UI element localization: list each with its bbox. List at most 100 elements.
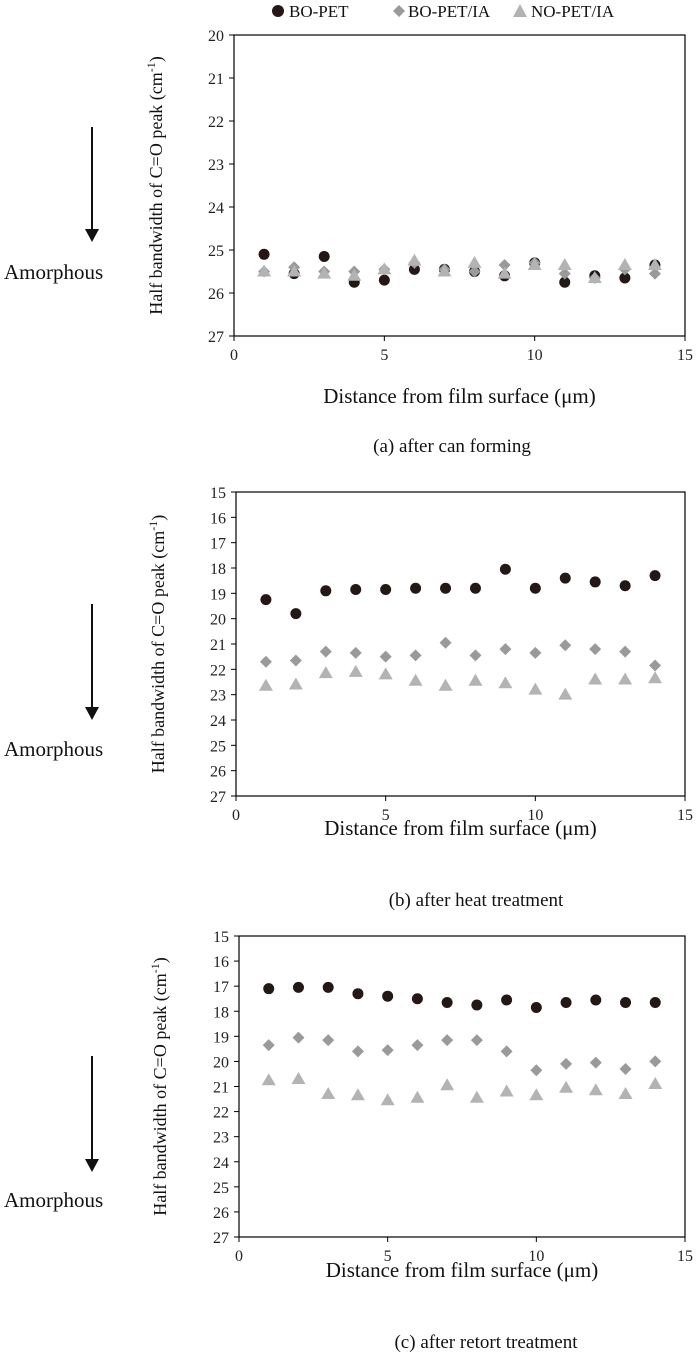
y-tick-label: 16 — [213, 954, 229, 971]
y-axis-title: Half bandwidth of C=O peak (cm-1) — [144, 56, 167, 315]
y-tick-label: 25 — [208, 243, 224, 260]
legend-label-no-pet-ia: NO-PET/IA — [531, 2, 615, 21]
point-no-pet-ia — [469, 1090, 484, 1103]
point-bo-pet — [649, 996, 661, 1008]
point-no-pet-ia — [261, 1073, 276, 1086]
x-axis-title: Distance from film surface (μm) — [324, 816, 597, 840]
point-no-pet-ia — [288, 677, 303, 690]
point-no-pet-ia — [587, 270, 602, 283]
point-no-pet-ia — [558, 687, 573, 700]
x-tick-label: 15 — [677, 1248, 693, 1265]
y-axis-title-superscript: -1 — [146, 521, 160, 531]
point-bo-pet — [320, 585, 332, 597]
amorphous-arrow-head — [85, 1159, 99, 1172]
y-axis-title: Half bandwidth of C=O peak (cm-1) — [148, 957, 171, 1216]
point-bo-pet — [292, 981, 304, 993]
point-bo-pet — [469, 582, 481, 594]
point-no-pet-ia — [318, 666, 333, 679]
y-tick-label: 17 — [210, 536, 226, 553]
point-bo-pet-ia — [589, 643, 602, 656]
point-bo-pet — [318, 250, 330, 262]
point-no-pet-ia — [291, 1071, 306, 1084]
point-bo-pet — [290, 608, 302, 620]
panel-caption: (b) after heat treatment — [389, 890, 564, 911]
y-tick-label: 26 — [210, 764, 226, 781]
y-axis-title-superscript: -1 — [148, 963, 162, 973]
x-tick-label: 15 — [677, 347, 693, 364]
point-no-pet-ia — [588, 672, 603, 685]
point-bo-pet-ia — [439, 636, 452, 649]
y-tick-label: 27 — [210, 789, 226, 806]
plot-area — [233, 34, 686, 337]
legend-label-bo-pet-ia: BO-PET/IA — [408, 2, 491, 21]
y-tick-label: 19 — [210, 586, 226, 603]
point-bo-pet — [649, 570, 661, 582]
point-bo-pet-ia — [411, 1039, 424, 1052]
plot-area — [238, 935, 686, 1238]
point-no-pet-ia — [347, 268, 362, 281]
y-axis-title: Half bandwidth of C=O peak (cm-1) — [146, 515, 169, 774]
point-bo-pet — [471, 999, 483, 1011]
x-tick-label: 5 — [382, 807, 390, 824]
x-tick-label: 10 — [527, 347, 543, 364]
point-no-pet-ia — [559, 1080, 574, 1093]
legend-marker-bo-pet-ia — [393, 5, 405, 17]
y-tick-label: 27 — [208, 329, 224, 346]
amorphous-arrow-head — [85, 707, 99, 720]
y-tick-label: 24 — [210, 713, 226, 730]
point-bo-pet — [408, 263, 420, 275]
point-bo-pet — [589, 576, 601, 588]
x-tick-label: 0 — [230, 347, 238, 364]
point-bo-pet-ia — [379, 650, 392, 663]
y-tick-label: 22 — [208, 114, 224, 131]
point-no-pet-ia — [588, 1083, 603, 1096]
point-bo-pet-ia — [262, 1039, 275, 1052]
y-axis-title-close: ) — [146, 56, 167, 62]
point-bo-pet — [350, 584, 362, 596]
point-bo-pet-ia — [529, 646, 542, 659]
y-axis-title-close: ) — [150, 957, 171, 963]
point-bo-pet — [258, 248, 270, 260]
point-bo-pet-ia — [619, 1062, 632, 1075]
y-tick-label: 18 — [213, 1004, 229, 1021]
y-tick-label: 24 — [208, 200, 224, 217]
point-no-pet-ia — [618, 672, 633, 685]
point-bo-pet-ia — [649, 1055, 662, 1068]
y-tick-label: 20 — [210, 612, 226, 629]
point-bo-pet-ia — [468, 265, 481, 278]
x-tick-label: 15 — [677, 807, 693, 824]
point-no-pet-ia — [527, 258, 542, 271]
chart-panel-2: 15 16 17 18 19 20 21 22 23 24 25 26 27 0 5 10 15 Distance… — [4, 485, 693, 911]
point-no-pet-ia — [528, 682, 543, 695]
x-tick-label: 10 — [527, 807, 543, 824]
point-no-pet-ia — [321, 1087, 336, 1100]
x-tick-label: 0 — [232, 807, 240, 824]
point-bo-pet — [410, 582, 422, 594]
x-tick-label: 5 — [384, 1248, 392, 1265]
point-bo-pet — [559, 572, 571, 584]
legend-marker-bo-pet — [272, 5, 284, 17]
y-tick-label: 25 — [213, 1180, 229, 1197]
point-bo-pet-ia — [469, 649, 482, 662]
point-bo-pet-ia — [500, 1045, 513, 1058]
point-bo-pet-ia — [530, 1064, 543, 1077]
panel-caption: (c) after retort treatment — [394, 1332, 578, 1353]
x-tick-label: 5 — [380, 347, 388, 364]
point-bo-pet — [530, 1001, 542, 1013]
point-bo-pet-ia — [560, 1057, 573, 1070]
y-tick-label: 25 — [210, 738, 226, 755]
point-bo-pet — [378, 274, 390, 286]
y-tick-label: 26 — [208, 286, 224, 303]
y-tick-label: 18 — [210, 561, 226, 578]
point-bo-pet-ia — [559, 639, 572, 652]
point-bo-pet-ia — [558, 267, 571, 280]
point-no-pet-ia — [529, 1088, 544, 1101]
y-tick-label: 21 — [208, 71, 224, 88]
point-bo-pet — [380, 584, 392, 596]
point-no-pet-ia — [647, 258, 662, 271]
y-tick-label: 22 — [213, 1105, 229, 1122]
y-tick-label: 20 — [208, 28, 224, 45]
point-bo-pet — [559, 276, 571, 288]
point-no-pet-ia — [468, 673, 483, 686]
